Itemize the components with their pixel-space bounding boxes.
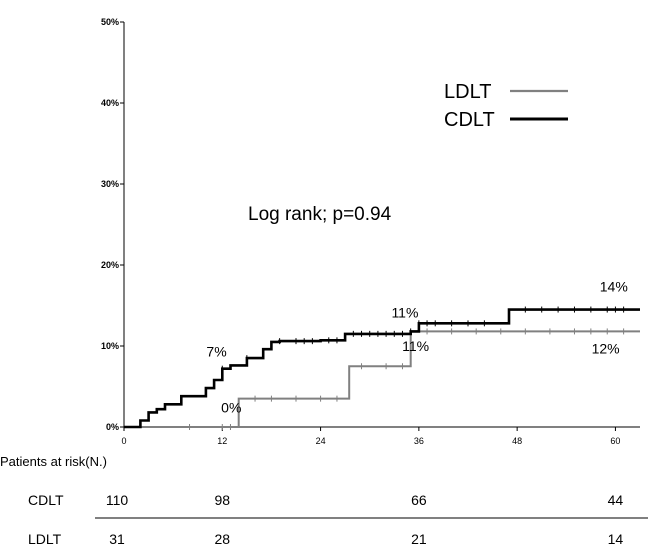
x-tick-label: 12	[217, 436, 227, 446]
risk-table: Patients at risk(N.) CDLT LDLT 110 98 66 44…	[0, 454, 648, 546]
x-tick-label: 24	[316, 436, 326, 446]
series-line-cdlt	[124, 308, 640, 429]
legend-label-ldlt: LDLT	[444, 81, 491, 103]
y-tick-label: 40%	[101, 98, 119, 108]
risk-value-ldlt: 31	[109, 531, 125, 546]
risk-value-cdlt: 44	[608, 492, 624, 508]
risk-row-label-cdlt: CDLT	[28, 492, 64, 508]
percent-annotation: 0%	[221, 399, 241, 415]
percent-annotation: 7%	[206, 344, 226, 360]
risk-value-cdlt: 66	[411, 492, 427, 508]
risk-table-title: Patients at risk(N.)	[0, 454, 107, 469]
risk-values: 110 98 66 44 31 28 21 14	[106, 492, 624, 546]
legend-label-cdlt: CDLT	[444, 109, 495, 131]
x-tick-label: 0	[121, 436, 126, 446]
risk-value-ldlt: 28	[214, 531, 230, 546]
y-tick-label: 0%	[106, 422, 119, 432]
x-tick-label: 60	[610, 436, 620, 446]
y-tick-label: 20%	[101, 260, 119, 270]
percent-annotation: 11%	[391, 305, 418, 321]
risk-value-cdlt: 98	[214, 492, 230, 508]
risk-value-ldlt: 14	[608, 531, 624, 546]
x-tick-label: 48	[512, 436, 522, 446]
series-line-ldlt	[124, 330, 640, 428]
series-layer	[124, 306, 640, 430]
risk-value-ldlt: 21	[411, 531, 427, 546]
legend: LDLT CDLT	[444, 81, 568, 131]
percent-annotation: 14%	[600, 279, 628, 295]
risk-value-cdlt: 110	[106, 492, 129, 508]
y-tick-label: 10%	[101, 341, 119, 351]
y-tick-label: 50%	[101, 17, 119, 27]
x-tick-label: 36	[414, 436, 424, 446]
risk-row-label-ldlt: LDLT	[28, 531, 62, 546]
y-tick-label: 30%	[101, 179, 119, 189]
percent-annotation: 12%	[592, 340, 620, 356]
log-rank-text: Log rank; p=0.94	[248, 204, 392, 225]
percent-annotation: 11%	[402, 338, 429, 354]
axes: 0% 10% 20% 30% 40% 50% 0 12 24 36 48 60	[101, 17, 640, 446]
annotation-layer: 7% 0% 11% 11% 14% 12%	[206, 279, 627, 416]
